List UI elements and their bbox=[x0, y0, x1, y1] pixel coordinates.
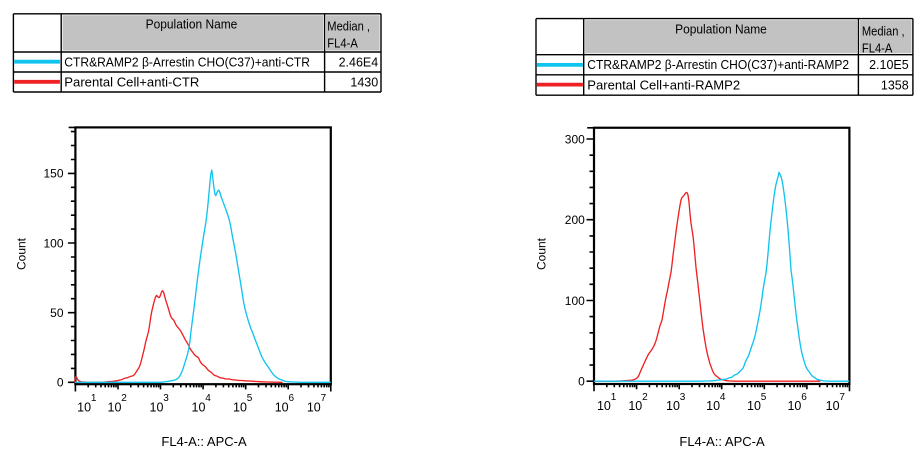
svg-text:200: 200 bbox=[565, 213, 585, 227]
svg-text:4: 4 bbox=[205, 393, 211, 404]
svg-text:Population Name: Population Name bbox=[146, 18, 238, 32]
svg-text:CTR&RAMP2 β-Arrestin CHO(C37)+: CTR&RAMP2 β-Arrestin CHO(C37)+anti-RAMP2 bbox=[587, 58, 849, 72]
svg-text:300: 300 bbox=[565, 132, 585, 146]
svg-text:Count: Count bbox=[535, 237, 549, 270]
svg-text:5: 5 bbox=[247, 393, 253, 404]
svg-text:0: 0 bbox=[57, 376, 64, 390]
svg-text:10: 10 bbox=[706, 399, 720, 413]
svg-text:Median ,: Median , bbox=[327, 20, 370, 34]
svg-text:10: 10 bbox=[233, 400, 247, 414]
svg-text:7: 7 bbox=[321, 393, 327, 404]
svg-text:2: 2 bbox=[642, 392, 648, 403]
svg-text:10: 10 bbox=[108, 400, 122, 414]
svg-text:Parental Cell+anti-RAMP2: Parental Cell+anti-RAMP2 bbox=[587, 78, 740, 92]
svg-text:CTR&RAMP2 β-Arrestin CHO(C37)+: CTR&RAMP2 β-Arrestin CHO(C37)+anti-CTR bbox=[64, 55, 310, 69]
svg-text:Median ,: Median , bbox=[862, 25, 905, 39]
svg-text:Parental Cell+anti-CTR: Parental Cell+anti-CTR bbox=[64, 75, 199, 89]
svg-text:Population Name: Population Name bbox=[675, 22, 767, 36]
svg-text:1430: 1430 bbox=[350, 75, 378, 89]
svg-text:10: 10 bbox=[307, 400, 321, 414]
svg-text:4: 4 bbox=[720, 392, 726, 403]
svg-text:0: 0 bbox=[578, 375, 585, 389]
svg-text:100: 100 bbox=[565, 294, 585, 308]
svg-text:3: 3 bbox=[163, 393, 169, 404]
svg-text:3: 3 bbox=[680, 392, 686, 403]
svg-text:10: 10 bbox=[150, 400, 164, 414]
svg-text:Count: Count bbox=[14, 237, 28, 270]
svg-text:6: 6 bbox=[289, 393, 295, 404]
svg-text:2.10E5: 2.10E5 bbox=[869, 58, 909, 72]
svg-text:1: 1 bbox=[91, 393, 97, 404]
svg-text:1: 1 bbox=[611, 392, 617, 403]
svg-text:FL4-A:: APC-A: FL4-A:: APC-A bbox=[161, 434, 247, 449]
svg-text:10: 10 bbox=[597, 399, 611, 413]
svg-text:2: 2 bbox=[121, 393, 127, 404]
svg-text:7: 7 bbox=[839, 392, 845, 403]
svg-text:10: 10 bbox=[192, 400, 206, 414]
svg-text:6: 6 bbox=[801, 392, 807, 403]
svg-text:150: 150 bbox=[43, 167, 63, 181]
svg-text:10: 10 bbox=[747, 399, 761, 413]
svg-text:10: 10 bbox=[787, 399, 801, 413]
svg-text:10: 10 bbox=[666, 399, 680, 413]
svg-text:10: 10 bbox=[826, 399, 840, 413]
svg-text:FL4-A: FL4-A bbox=[862, 41, 893, 55]
svg-text:100: 100 bbox=[43, 236, 63, 250]
svg-text:FL4-A:: APC-A: FL4-A:: APC-A bbox=[679, 434, 765, 449]
svg-text:10: 10 bbox=[628, 399, 642, 413]
svg-text:10: 10 bbox=[275, 400, 289, 414]
svg-text:5: 5 bbox=[761, 392, 767, 403]
svg-text:10: 10 bbox=[77, 400, 91, 414]
svg-text:FL4-A: FL4-A bbox=[327, 37, 358, 51]
svg-text:50: 50 bbox=[50, 306, 64, 320]
svg-text:1358: 1358 bbox=[881, 78, 909, 92]
svg-text:2.46E4: 2.46E4 bbox=[339, 55, 379, 69]
